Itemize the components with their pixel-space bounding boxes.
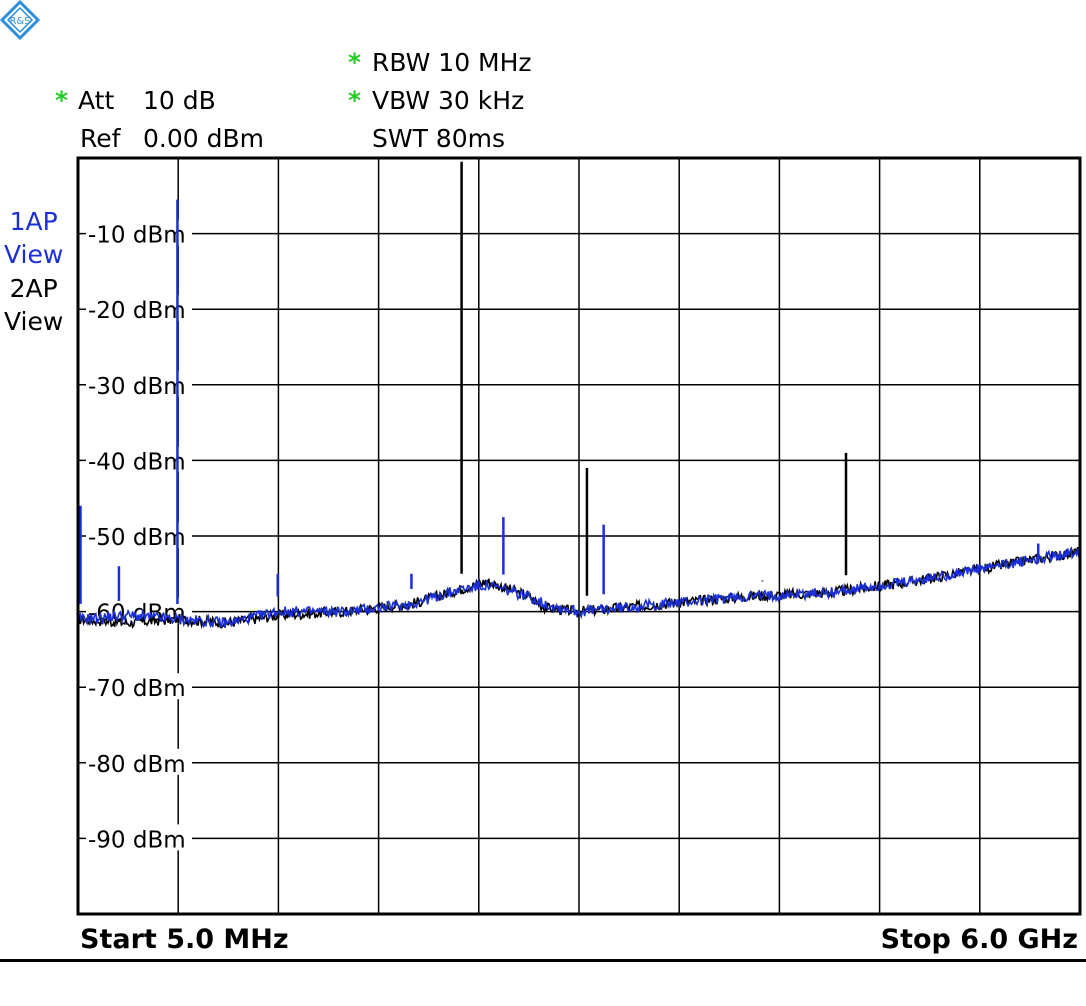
grid-lines (78, 158, 1080, 914)
plot-frame (76, 156, 1082, 916)
rbw-setting: RBW 10 MHz (372, 48, 532, 77)
y-tick-label: -70 dBm (88, 676, 186, 702)
vbw-modified-marker: * (348, 86, 362, 115)
svg-text:R&S: R&S (9, 16, 30, 27)
y-tick-label-background (86, 748, 192, 775)
footer-rule (0, 959, 1086, 962)
y-tick-labels: -10 dBm-20 dBm-30 dBm-40 dBm-50 dBm-60 d… (86, 219, 192, 853)
trace-1-view: View (4, 239, 64, 269)
y-tick-label-background (86, 219, 192, 246)
att-label: Att (78, 86, 115, 115)
rbw-modified-marker: * (348, 48, 362, 77)
trace-1-mode: 1AP (9, 207, 58, 236)
y-tick-label: -40 dBm (88, 449, 186, 475)
y-tick-label: -50 dBm (88, 525, 186, 551)
trace-2-mode: 2AP (9, 274, 58, 303)
y-tick-label-background (86, 673, 192, 700)
y-tick-label: -90 dBm (88, 827, 186, 853)
y-tick-label-background (86, 446, 192, 473)
trace-1-label[interactable]: 1AP View (4, 206, 63, 271)
y-tick-label: -20 dBm (88, 298, 186, 324)
y-tick-label-background (86, 824, 192, 851)
trace-2-view: View (4, 306, 64, 336)
y-tick-label: -80 dBm (88, 752, 186, 778)
sweep-time-setting: SWT 80ms (372, 124, 505, 153)
trace-2-label[interactable]: 2AP View (4, 273, 63, 338)
ref-value: 0.00 dBm (143, 124, 264, 153)
att-value: 10 dB (143, 86, 216, 115)
trace-line (77, 546, 1081, 629)
y-tick-label: -30 dBm (88, 374, 186, 400)
vbw-setting: VBW 30 kHz (372, 86, 525, 115)
att-modified-marker: * (55, 86, 69, 115)
y-tick-label-background (86, 370, 192, 397)
y-tick-label: -10 dBm (88, 223, 186, 249)
ref-label: Ref (80, 124, 121, 153)
trace-line (77, 547, 1081, 630)
rohde-schwarz-logo-icon: R&S (0, 0, 40, 40)
start-frequency: Start 5.0 MHz (80, 924, 289, 955)
y-tick-label-background (86, 522, 192, 548)
y-tick-label-background (86, 295, 192, 322)
traces (77, 161, 1081, 630)
stop-frequency: Stop 6.0 GHz (880, 924, 1078, 955)
